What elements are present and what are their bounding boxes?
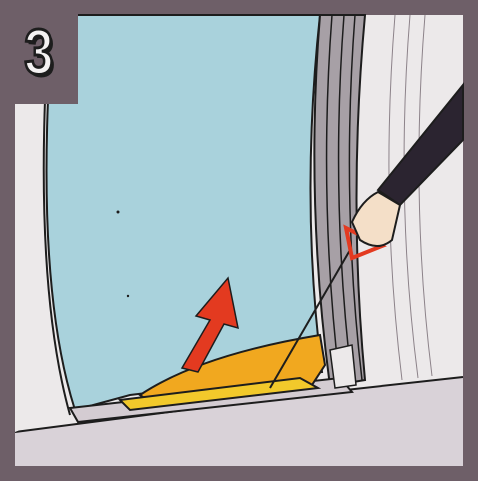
frame-line-3 <box>348 14 363 381</box>
glass-speck <box>116 210 120 214</box>
step-badge: 3 <box>0 0 78 104</box>
yellow-panel <box>117 376 322 412</box>
left-wall <box>15 40 45 432</box>
step-number: 3 <box>23 16 55 88</box>
lift-up-arrow-icon <box>180 276 239 373</box>
curtain-line-3 <box>418 14 433 377</box>
pull-cord <box>269 249 351 389</box>
frame-line-1 <box>325 14 341 385</box>
floor <box>15 377 463 466</box>
hand <box>350 190 402 247</box>
glass-speck <box>126 294 130 298</box>
left-wall-edge <box>42 99 71 416</box>
frame-line-2 <box>337 14 353 383</box>
sill-corner-bracket <box>329 344 357 389</box>
